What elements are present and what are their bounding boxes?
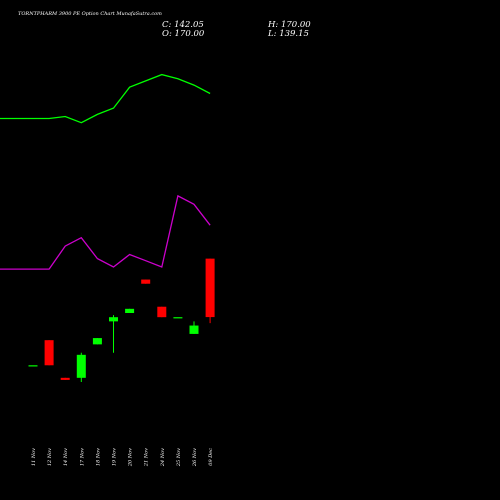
candle-body (205, 258, 215, 318)
candle-body (44, 340, 54, 366)
x-tick-label: 14 Nov (63, 448, 69, 466)
candle-body (173, 317, 183, 319)
candle-09-dec (205, 258, 215, 324)
upper-band-line (0, 73, 211, 124)
x-tick-label: 19 Nov (112, 448, 118, 466)
candle-12-nov (44, 340, 54, 366)
x-axis-labels: 11 Nov 12 Nov 14 Nov 17 Nov 18 Nov 19 Nov 20 N… (31, 448, 214, 467)
candles (28, 258, 215, 382)
candle-11-nov (28, 365, 38, 367)
x-tick-label: 17 Nov (79, 448, 85, 466)
lower-band-line (0, 194, 211, 270)
open-value: O: 170.00 (162, 29, 205, 39)
x-tick-label: 18 Nov (95, 448, 101, 466)
candle-body (60, 377, 70, 380)
candle-body (28, 365, 38, 367)
x-tick-label: 20 Nov (128, 448, 134, 467)
candle-body (189, 325, 199, 334)
candle-body (109, 317, 118, 322)
candle-24-nov (157, 306, 167, 318)
candle-body (141, 279, 151, 284)
candle-20-nov (125, 308, 135, 313)
candle-25-nov (173, 317, 183, 319)
candle-body (92, 338, 102, 345)
candle-19-nov (109, 315, 118, 353)
candle-18-nov (92, 338, 102, 345)
x-tick-label: 24 Nov (160, 448, 166, 467)
close-value: C: 142.05 (162, 20, 204, 30)
candle-14-nov (60, 377, 70, 380)
high-value: H: 170.00 (268, 20, 311, 30)
candle-17-nov (76, 352, 86, 382)
x-tick-label: 21 Nov (144, 448, 150, 467)
indicator-bands (0, 73, 211, 270)
candle-26-nov (189, 321, 199, 334)
low-value: L: 139.15 (268, 29, 309, 39)
candle-body (76, 354, 86, 378)
x-tick-label: 25 Nov (176, 448, 182, 467)
candle-body (125, 308, 135, 313)
x-tick-label: 26 Nov (192, 448, 198, 467)
x-tick-label: 12 Nov (47, 448, 53, 466)
x-tick-label: 11 Nov (31, 448, 37, 466)
candle-body (157, 306, 167, 318)
x-tick-label: 09 Dec (208, 448, 214, 466)
candle-21-nov (141, 279, 151, 284)
chart-title: TORNTPHARM 3900 PE Option Chart MunafaSu… (18, 11, 162, 17)
